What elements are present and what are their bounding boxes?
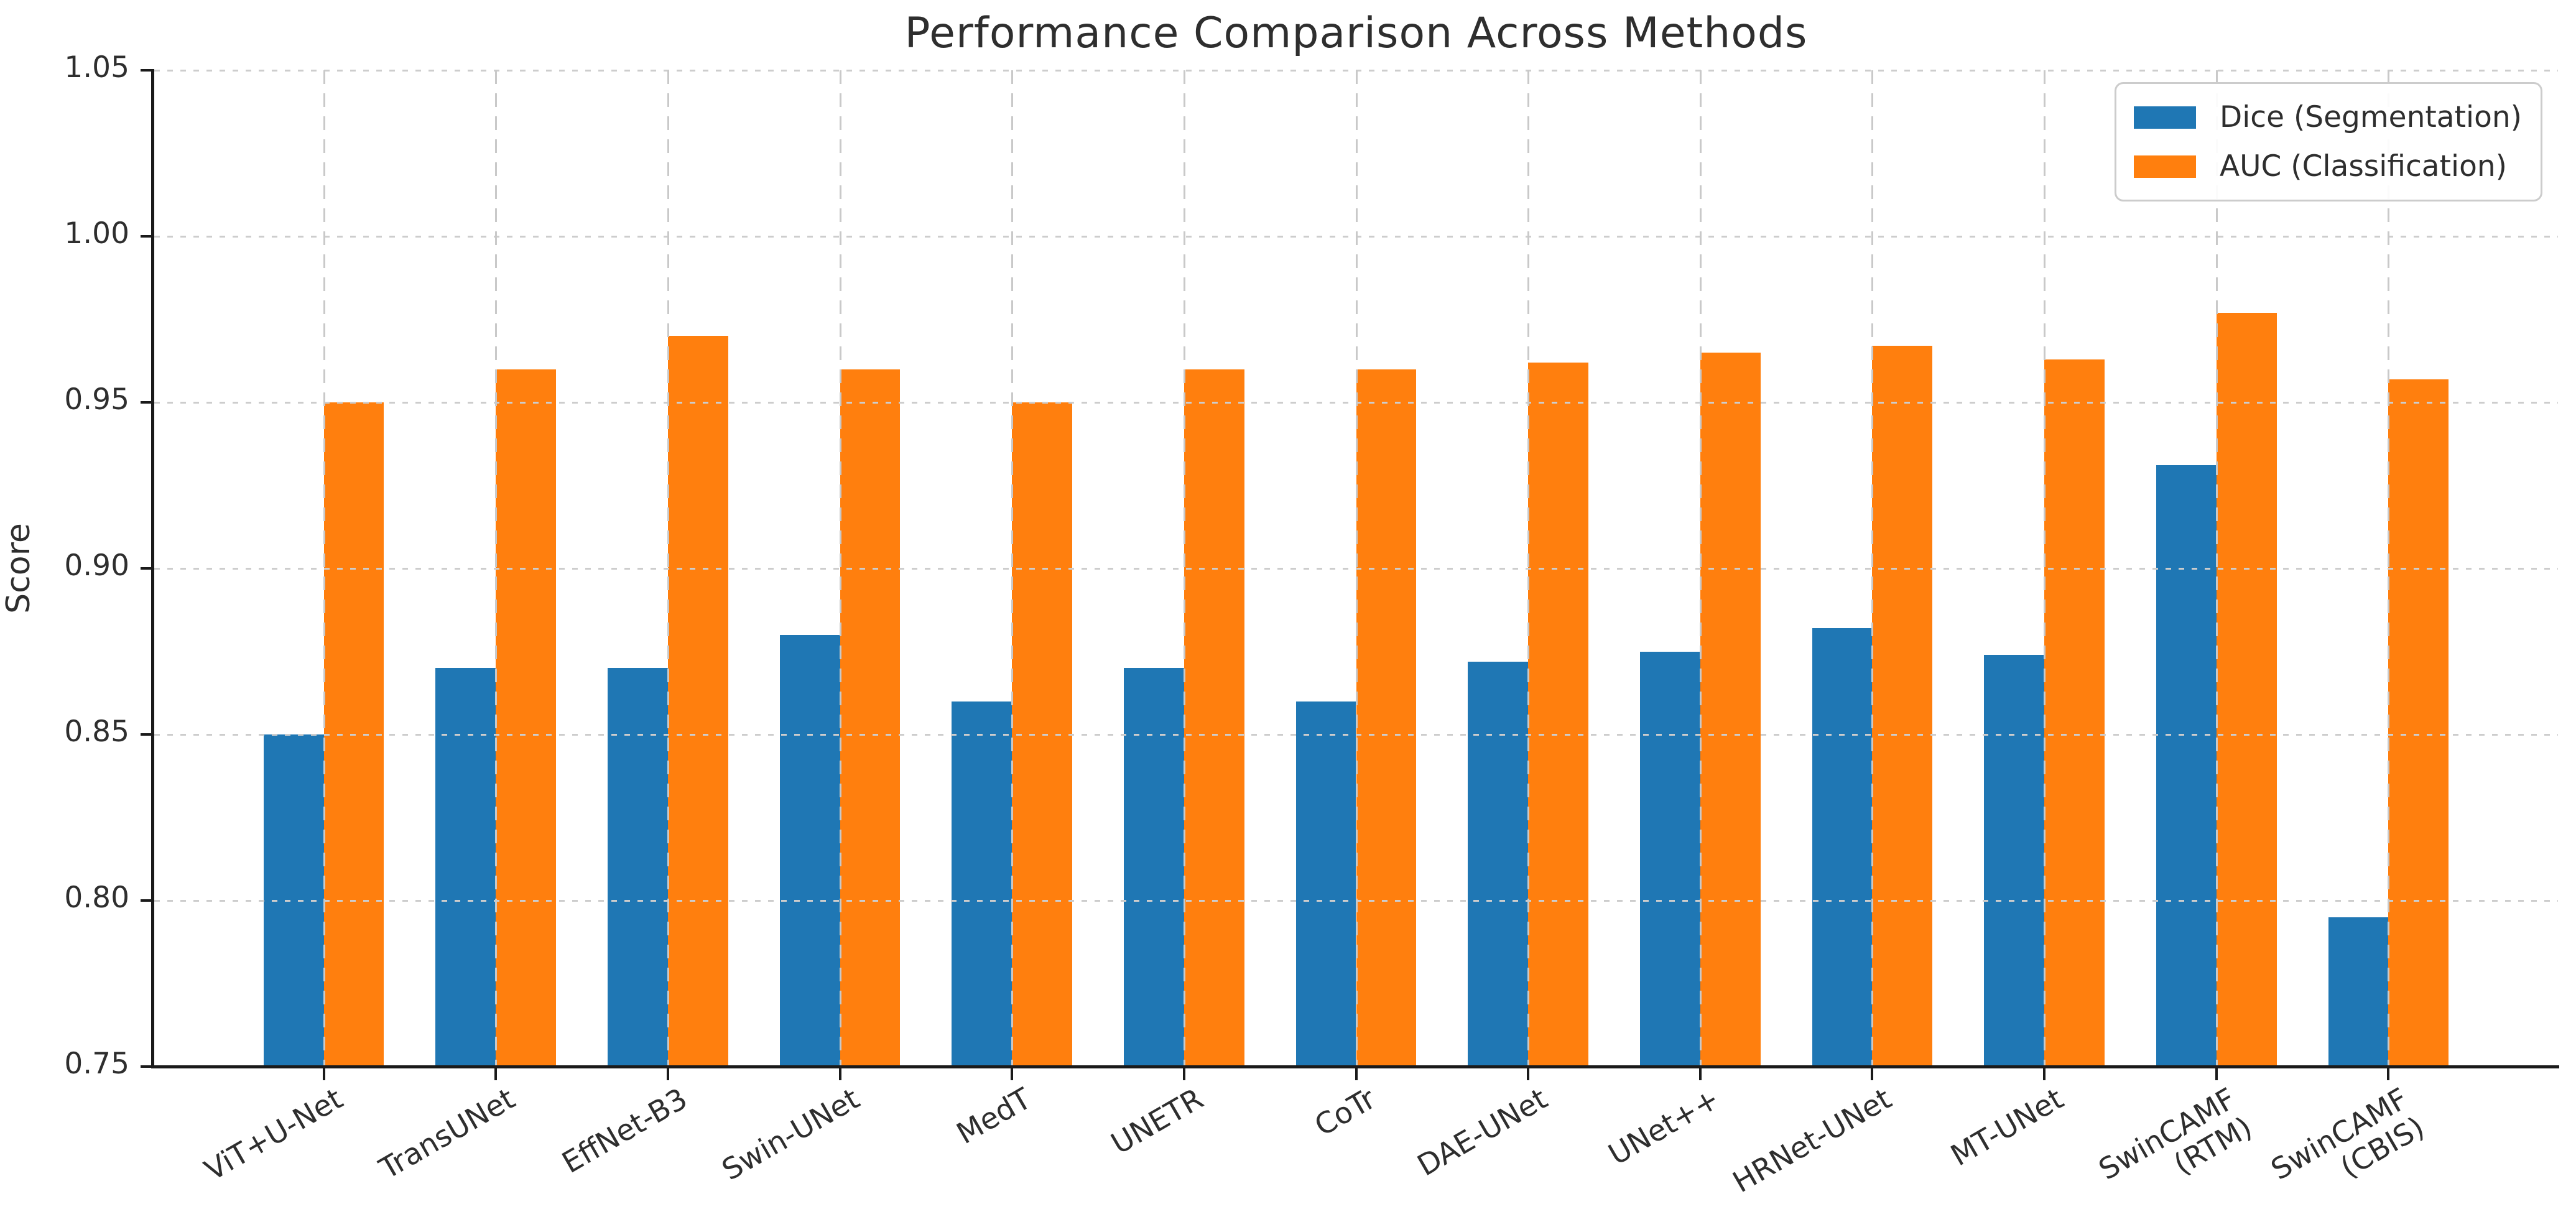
bar-auc [2044,359,2105,1067]
gridline-vertical [1011,70,1014,1067]
x-tick-mark [1527,1067,1530,1080]
bar-auc [2216,312,2277,1067]
gridline-vertical [839,70,841,1067]
bar-auc [1356,369,1417,1067]
x-tick-mark [2215,1067,2218,1080]
bar-dice [1639,651,1700,1067]
gridline-vertical [495,70,498,1067]
x-tick-label: SwinCAMF (RTM) [2093,1081,2258,1187]
x-tick-label: MedT [951,1081,1037,1151]
x-tick-mark [322,1067,325,1080]
gridline-vertical [1699,70,1702,1067]
bar-dice [1468,661,1529,1067]
bar-dice [1812,628,1873,1067]
bar-auc [667,336,728,1067]
x-tick-label: CoTr [1309,1081,1381,1144]
legend-label: AUC (Classification) [2220,149,2507,183]
x-tick-mark [1355,1067,1358,1080]
gridline-vertical [1183,70,1185,1067]
gridline-vertical [1527,70,1530,1067]
gridline-vertical [2044,70,2046,1067]
x-tick-label: DAE-UNet [1412,1081,1554,1183]
x-tick-mark [2387,1067,2390,1080]
y-tick-label: 0.95 [64,382,129,417]
x-tick-mark [1182,1067,1185,1080]
legend-item: AUC (Classification) [2134,149,2523,183]
bar-auc [840,369,901,1067]
chart-title: Performance Comparison Across Methods [904,9,1808,58]
y-tick-mark [141,567,154,570]
x-tick-mark [666,1067,669,1080]
legend-swatch [2134,155,2196,178]
bar-dice [435,668,496,1067]
x-tick-mark [838,1067,841,1080]
bar-auc [1872,346,1933,1067]
y-tick-label: 1.05 [64,50,129,85]
legend-swatch [2134,106,2196,129]
gridline-vertical [2388,70,2390,1067]
x-tick-label: HRNet-UNet [1727,1081,1897,1200]
bar-dice [1984,654,2045,1067]
y-tick-mark [141,235,154,238]
x-tick-label: ViT+U-Net [199,1081,350,1188]
x-tick-mark [1698,1067,1702,1080]
bar-dice [1124,668,1184,1067]
x-tick-label: SwinCAMF (CBIS) [2265,1081,2430,1187]
x-tick-mark [1871,1067,1874,1080]
legend-label: Dice (Segmentation) [2220,100,2522,134]
gridline-vertical [667,70,669,1067]
gridline-vertical [2215,70,2218,1067]
bar-auc [1184,369,1244,1067]
x-tick-mark [1011,1067,1014,1080]
x-tick-label: Swin-UNet [716,1081,866,1188]
legend-item: Dice (Segmentation) [2134,100,2523,134]
y-tick-label: 1.00 [64,216,129,251]
bar-dice [2156,465,2217,1067]
y-tick-label: 0.75 [64,1047,129,1081]
y-tick-label: 0.90 [64,549,129,583]
bar-auc [1528,362,1588,1067]
x-tick-label: UNet++ [1603,1081,1726,1172]
y-tick-label: 0.80 [64,881,129,915]
bar-dice [952,701,1012,1067]
gridline-vertical [323,70,325,1067]
x-tick-label: UNETR [1105,1081,1210,1162]
y-tick-mark [141,1065,154,1068]
bar-auc [1700,352,1761,1067]
x-tick-label: MT-UNet [1945,1081,2070,1174]
bar-dice [608,668,668,1067]
y-tick-mark [141,733,154,736]
gridline-vertical [1355,70,1358,1067]
bar-auc [496,369,556,1067]
y-tick-mark [141,69,154,72]
y-tick-mark [141,899,154,902]
gridline-vertical [1871,70,1874,1067]
bar-dice [2328,917,2389,1067]
bar-auc [2388,379,2449,1067]
bar-dice [779,634,840,1067]
legend: Dice (Segmentation) AUC (Classification) [2115,82,2542,201]
x-tick-label: EffNet-B3 [556,1081,693,1180]
bar-dice [1295,701,1356,1067]
x-tick-mark [2043,1067,2046,1080]
x-tick-label: TransUNet [374,1081,521,1187]
y-tick-label: 0.85 [64,715,129,749]
x-tick-mark [494,1067,498,1080]
y-tick-mark [141,401,154,404]
